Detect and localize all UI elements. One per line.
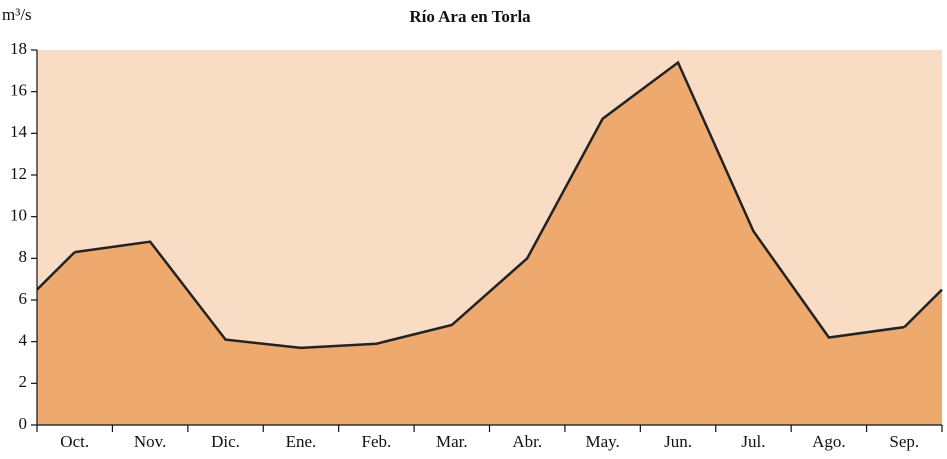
x-tick-label: Nov.	[134, 432, 166, 451]
x-tick-label: Ene.	[286, 432, 317, 451]
y-tick-label: 2	[19, 372, 28, 391]
y-tick-label: 14	[10, 122, 28, 141]
y-tick-label: 8	[19, 247, 28, 266]
y-tick-label: 0	[19, 414, 28, 433]
x-tick-label: May.	[585, 432, 619, 451]
x-tick-label: Jun.	[664, 432, 692, 451]
x-tick-label: Abr.	[512, 432, 542, 451]
area-fill	[37, 62, 942, 425]
y-tick-label: 10	[10, 206, 27, 225]
x-tick-label: Ago.	[812, 432, 846, 451]
chart-title: Río Ara en Torla	[409, 7, 531, 26]
y-tick-label: 18	[10, 39, 27, 58]
y-tick-label: 16	[10, 81, 27, 100]
y-tick-label: 12	[10, 164, 27, 183]
y-tick-label: 6	[19, 289, 28, 308]
x-tick-label: Dic.	[211, 432, 240, 451]
line-wrap	[36, 251, 76, 291]
y-axis-label: m³/s	[2, 5, 32, 24]
data-line	[74, 60, 905, 350]
x-tick-label: Jul.	[741, 432, 765, 451]
x-tick-label: Feb.	[362, 432, 392, 451]
line-wrap	[903, 288, 943, 328]
x-tick-label: Oct.	[60, 432, 89, 451]
x-tick-label: Mar.	[436, 432, 468, 451]
y-tick-label: 4	[19, 331, 28, 350]
x-tick-label: Sep.	[889, 432, 919, 451]
